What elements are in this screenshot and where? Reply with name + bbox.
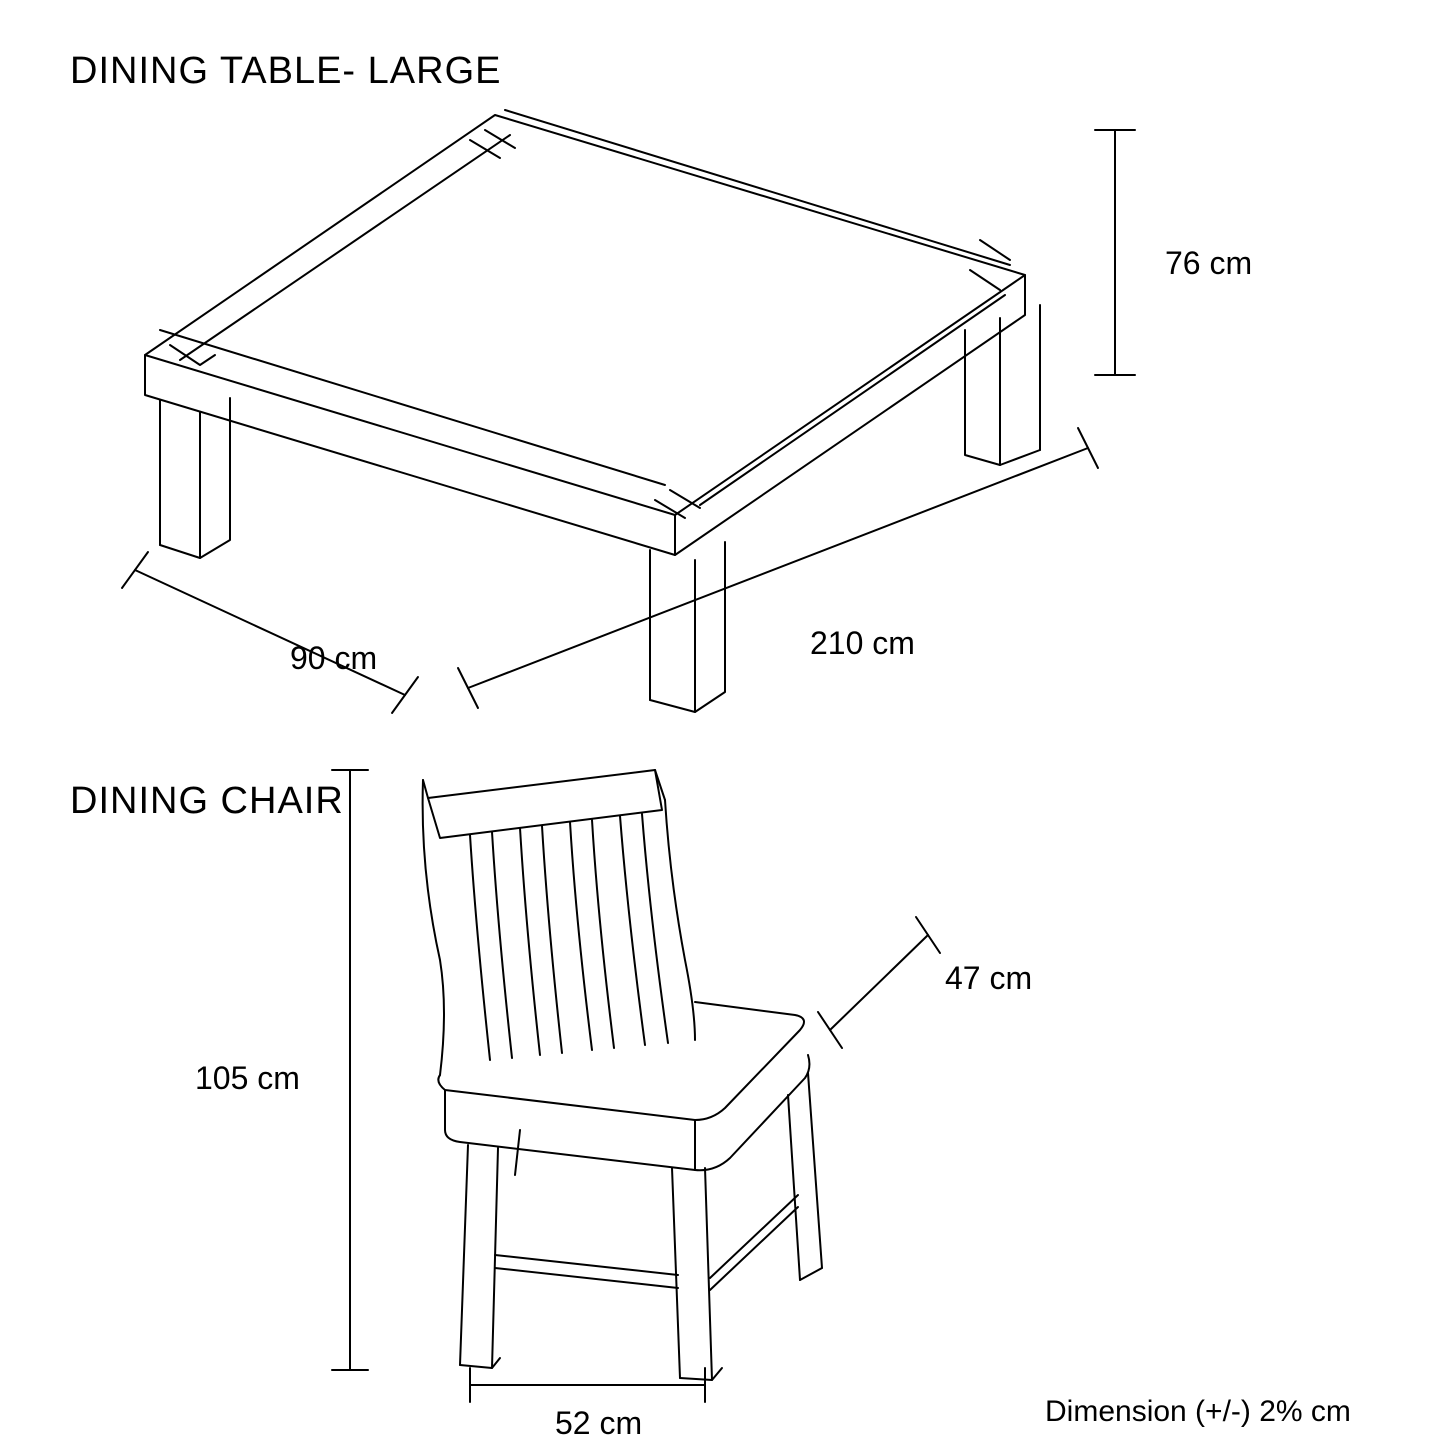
table-title: DINING TABLE- LARGE: [70, 50, 501, 93]
chair-depth-label: 47 cm: [945, 960, 1032, 997]
chair-height-label: 105 cm: [195, 1060, 300, 1097]
chair-title: DINING CHAIR: [70, 780, 344, 823]
chair-width-label: 52 cm: [555, 1405, 642, 1442]
dimension-diagram: DINING TABLE- LARGE DINING CHAIR 76 cm 2…: [0, 0, 1445, 1445]
table-length-label: 210 cm: [810, 625, 915, 662]
tolerance-note: Dimension (+/-) 2% cm: [1045, 1395, 1351, 1429]
drawings-svg: [0, 0, 1445, 1445]
table-height-label: 76 cm: [1165, 245, 1252, 282]
table-width-label: 90 cm: [290, 640, 377, 677]
